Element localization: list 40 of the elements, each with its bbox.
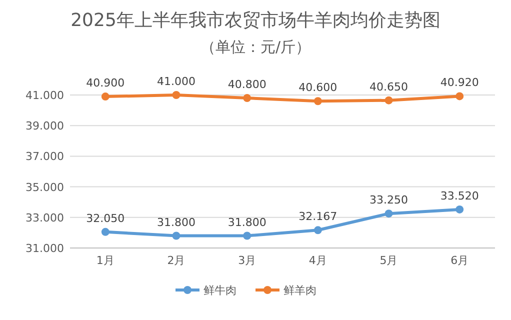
data-label: 41.000 xyxy=(157,75,196,88)
x-tick-label: 4月 xyxy=(308,254,327,267)
point xyxy=(384,96,393,104)
point xyxy=(243,232,252,240)
data-label: 40.900 xyxy=(86,76,125,90)
x-tick-label: 6月 xyxy=(450,254,469,267)
y-tick-label: 39.000 xyxy=(26,120,64,133)
point xyxy=(101,228,110,236)
point xyxy=(456,92,464,100)
data-label: 33.250 xyxy=(370,194,408,207)
point xyxy=(314,97,322,106)
x-tick-label: 2月 xyxy=(167,254,186,267)
point xyxy=(172,91,180,99)
y-tick-label: 41.000 xyxy=(26,89,64,102)
data-label: 40.600 xyxy=(298,81,338,94)
y-tick-label: 37.000 xyxy=(26,150,64,164)
point xyxy=(243,94,252,102)
chart-subtitle: （单位：元/斤） xyxy=(200,38,311,56)
x-tick-label: 5月 xyxy=(380,254,398,267)
data-label: 40.650 xyxy=(370,80,408,94)
point xyxy=(314,226,322,234)
legend-label: 鲜羊肉 xyxy=(284,284,316,297)
data-label: 40.920 xyxy=(440,76,479,90)
point xyxy=(456,205,464,214)
point xyxy=(172,232,180,240)
data-label: 40.800 xyxy=(228,78,266,92)
y-tick-label: 33.000 xyxy=(26,211,64,224)
data-label: 33.520 xyxy=(440,189,479,202)
x-tick-label: 1月 xyxy=(96,254,114,267)
data-label: 32.050 xyxy=(86,212,125,225)
legend-label: 鲜牛肉 xyxy=(204,284,236,297)
point xyxy=(101,92,110,101)
data-label: 32.167 xyxy=(298,210,338,224)
x-tick-label: 3月 xyxy=(238,254,256,267)
chart-title: 2025年上半年我市农贸市场牛羊肉均价走势图 xyxy=(70,10,440,31)
y-tick-label: 31.000 xyxy=(26,242,64,255)
data-label: 31.800 xyxy=(228,216,266,229)
data-label: 31.800 xyxy=(157,216,196,229)
y-tick-label: 35.000 xyxy=(26,180,64,194)
point xyxy=(384,210,393,218)
